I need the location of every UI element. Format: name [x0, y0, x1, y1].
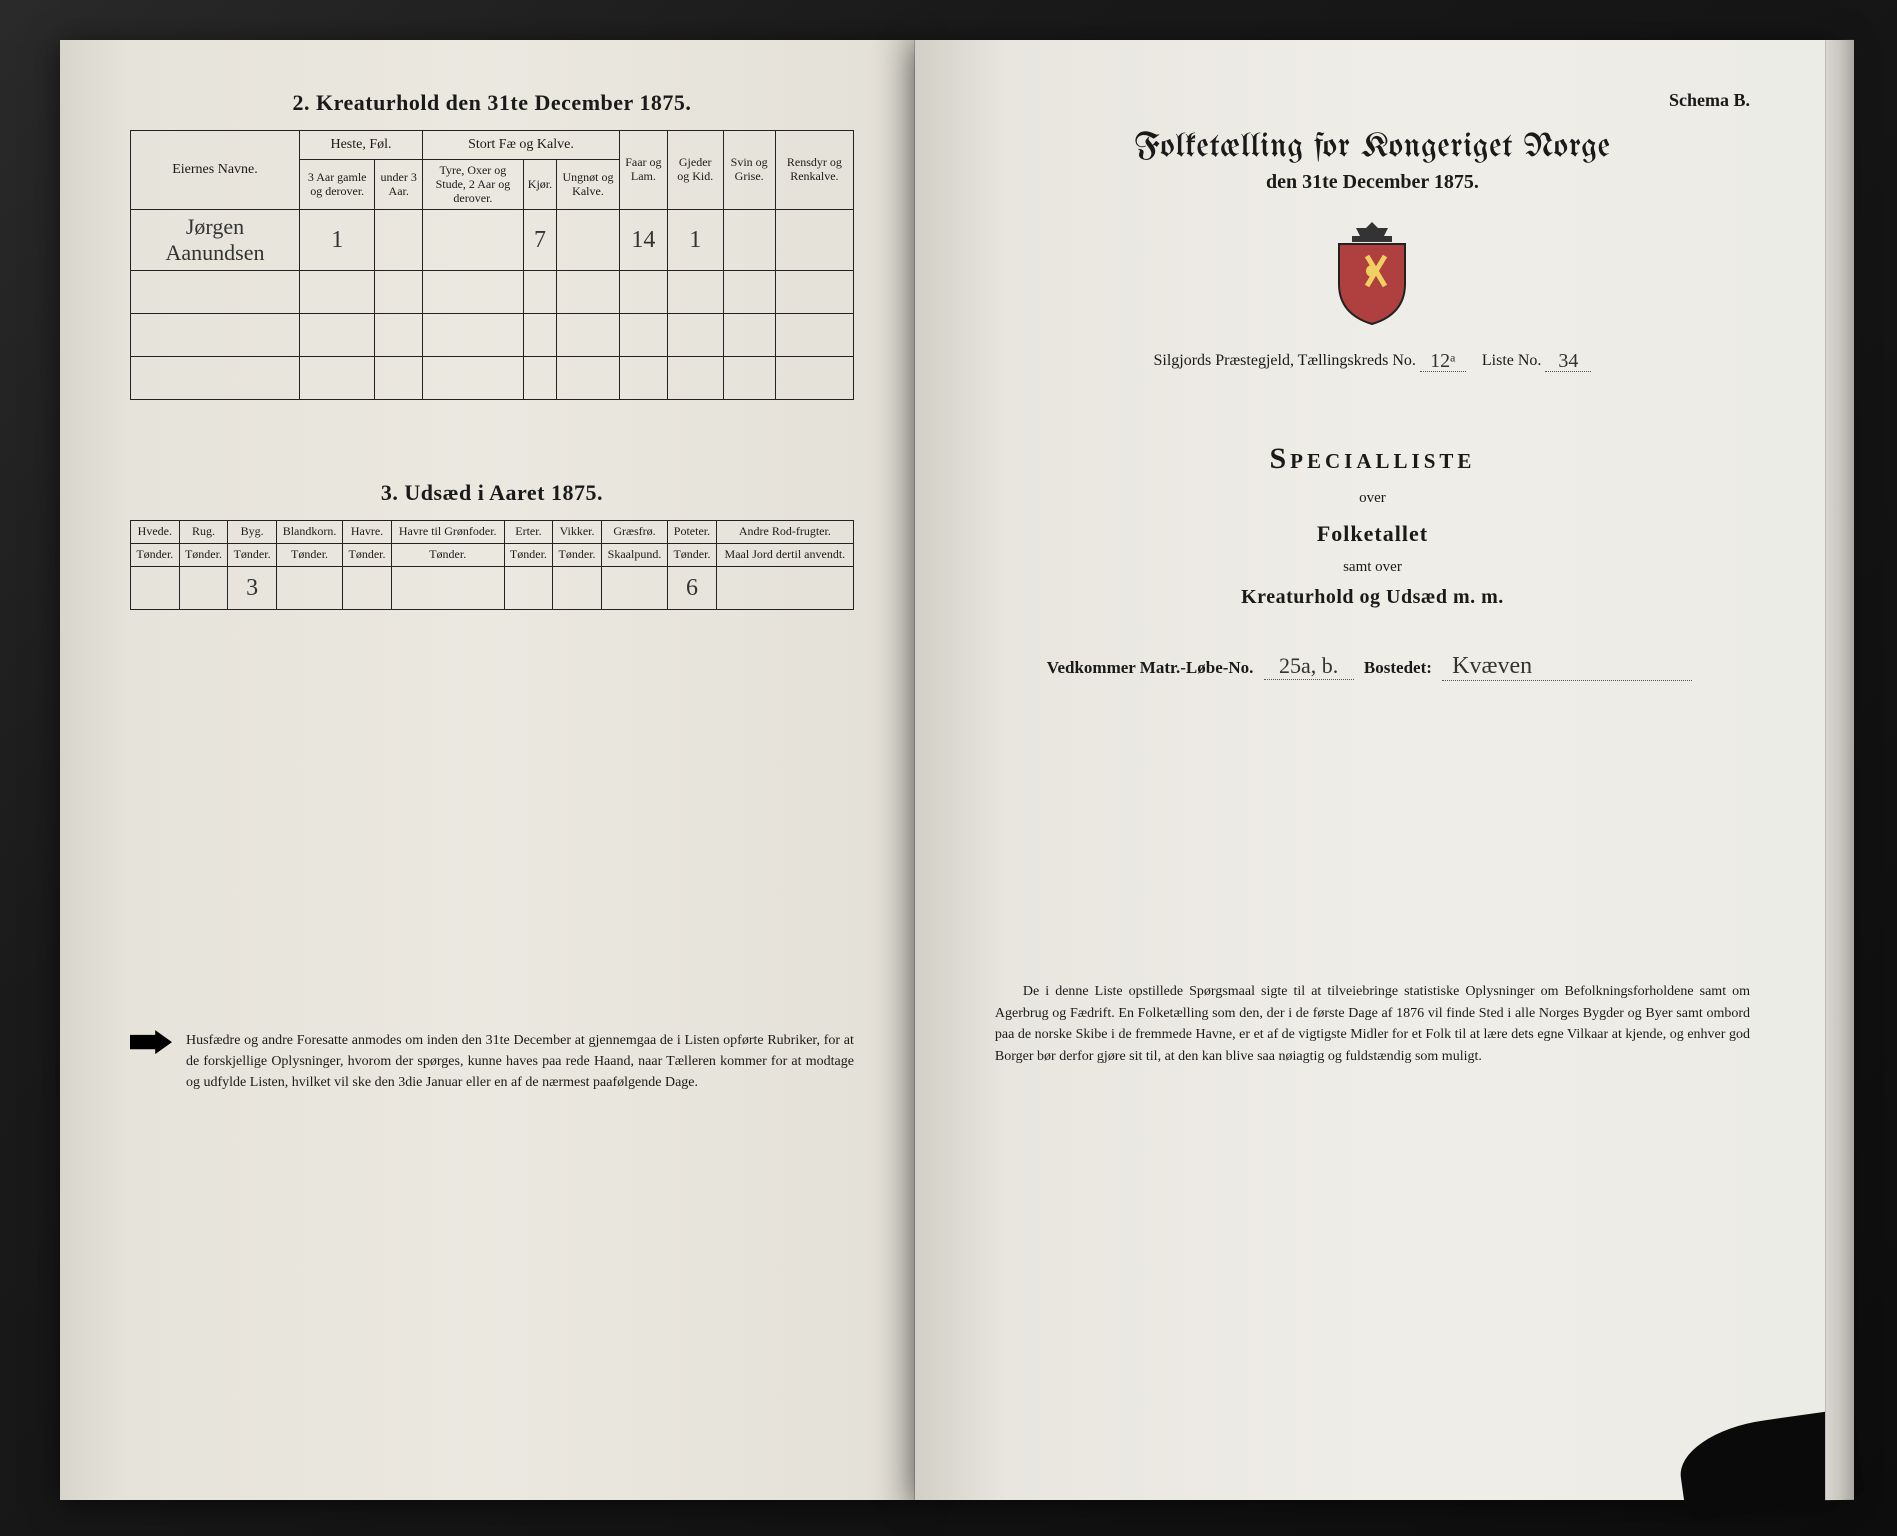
- col-byg: Byg.: [228, 521, 277, 544]
- unit: Skaalpund.: [601, 544, 667, 567]
- title-line1: Folketælling for Kongeriget Norge: [995, 129, 1750, 165]
- liste-label: Liste No.: [1482, 352, 1542, 369]
- census-title: Folketælling for Kongeriget Norge den 31…: [995, 129, 1750, 194]
- section2-title: 2. Kreaturhold den 31te December 1875.: [130, 90, 854, 116]
- bosted-label: Bostedet:: [1364, 658, 1432, 677]
- left-page: 2. Kreaturhold den 31te December 1875. E…: [60, 40, 915, 1500]
- unit: Tønder.: [131, 544, 180, 567]
- val-byg: 3: [246, 575, 258, 601]
- grp-storfe: Stort Fæ og Kalve.: [423, 131, 620, 160]
- col-poteter: Poteter.: [668, 521, 717, 544]
- unit: Tønder.: [553, 544, 602, 567]
- table-row: [131, 314, 854, 357]
- liste-no: 34: [1558, 350, 1578, 372]
- col-eier: Eiernes Navne.: [131, 131, 300, 210]
- col-graesfro: Græsfrø.: [601, 521, 667, 544]
- meta-prefix: Silgjords Præstegjeld, Tællingskreds No.: [1153, 352, 1415, 369]
- unit: Tønder.: [276, 544, 342, 567]
- coat-of-arms-icon: [1327, 216, 1417, 326]
- col-heste1: 3 Aar gamle og derover.: [300, 160, 375, 210]
- val-poteter: 6: [686, 575, 698, 601]
- val-kjor: 7: [534, 227, 546, 253]
- owner-name: Jørgen Aanundsen: [166, 214, 265, 265]
- sp-over2: samt over: [995, 559, 1750, 576]
- specialliste-block: Specialliste over Folketallet samt over …: [995, 442, 1750, 609]
- col-svin: Svin og Grise.: [723, 131, 775, 210]
- section3-title: 3. Udsæd i Aaret 1875.: [130, 480, 854, 506]
- unit: Tønder.: [343, 544, 392, 567]
- unit: Tønder.: [504, 544, 553, 567]
- col-storfe1: Tyre, Oxer og Stude, 2 Aar og derover.: [423, 160, 524, 210]
- pointing-hand-icon: [130, 1030, 172, 1054]
- open-book: 2. Kreaturhold den 31te December 1875. E…: [60, 40, 1840, 1500]
- right-footnote: De i denne Liste opstillede Spørgsmaal s…: [995, 981, 1750, 1068]
- sp-over1: over: [995, 490, 1750, 507]
- col-heste2: under 3 Aar.: [375, 160, 423, 210]
- unit: Tønder.: [391, 544, 504, 567]
- matr-val: 25a, b.: [1279, 653, 1338, 678]
- val-heste1: 1: [331, 227, 343, 253]
- table-row: Jørgen Aanundsen 1 7 14 1: [131, 210, 854, 271]
- col-ren: Rensdyr og Renkalve.: [775, 131, 853, 210]
- col-storfe2: Kjør.: [523, 160, 556, 210]
- kreds-no: 12ᵃ: [1430, 350, 1455, 372]
- page-corner-shadow: [1675, 1408, 1866, 1522]
- udsaed-table: Hvede. Rug. Byg. Blandkorn. Havre. Havre…: [130, 520, 854, 610]
- scanner-background: 2. Kreaturhold den 31te December 1875. E…: [0, 0, 1897, 1536]
- col-blandkorn: Blandkorn.: [276, 521, 342, 544]
- col-erter: Erter.: [504, 521, 553, 544]
- col-havregron: Havre til Grønfoder.: [391, 521, 504, 544]
- unit: Tønder.: [179, 544, 228, 567]
- col-faar: Faar og Lam.: [619, 131, 667, 210]
- col-hvede: Hvede.: [131, 521, 180, 544]
- val-faar: 14: [631, 227, 655, 253]
- col-gjeder: Gjeder og Kid.: [667, 131, 723, 210]
- kreaturhold-heading: Kreaturhold og Udsæd m. m.: [995, 586, 1750, 609]
- specialliste-heading: Specialliste: [995, 442, 1750, 476]
- kreaturhold-table: Eiernes Navne. Heste, Føl. Stort Fæ og K…: [130, 130, 854, 400]
- col-andre: Andre Rod-frugter.: [716, 521, 853, 544]
- unit: Maal Jord dertil anvendt.: [716, 544, 853, 567]
- property-line: Vedkommer Matr.-Løbe-No. 25a, b. Bostede…: [995, 653, 1750, 681]
- table-row: [131, 271, 854, 314]
- folketallet: Folketallet: [995, 521, 1750, 547]
- left-footnote: Husfædre og andre Foresatte anmodes om i…: [130, 1030, 854, 1093]
- col-storfe3: Ungnøt og Kalve.: [557, 160, 620, 210]
- left-footnote-text: Husfædre og andre Foresatte anmodes om i…: [186, 1030, 854, 1093]
- val-gjeder: 1: [689, 227, 701, 253]
- table-row: [131, 357, 854, 400]
- col-vikker: Vikker.: [553, 521, 602, 544]
- schema-label: Schema B.: [995, 90, 1750, 111]
- right-page: Schema B. Folketælling for Kongeriget No…: [915, 40, 1840, 1500]
- bosted-val: Kvæven: [1452, 653, 1532, 679]
- unit: Tønder.: [668, 544, 717, 567]
- title-line2: den 31te December 1875.: [995, 171, 1750, 194]
- grp-heste: Heste, Føl.: [300, 131, 423, 160]
- col-rug: Rug.: [179, 521, 228, 544]
- district-line: Silgjords Præstegjeld, Tællingskreds No.…: [995, 348, 1750, 372]
- matr-label: Vedkommer Matr.-Løbe-No.: [1047, 658, 1254, 677]
- unit: Tønder.: [228, 544, 277, 567]
- col-havre: Havre.: [343, 521, 392, 544]
- table-row: 3 6: [131, 567, 854, 610]
